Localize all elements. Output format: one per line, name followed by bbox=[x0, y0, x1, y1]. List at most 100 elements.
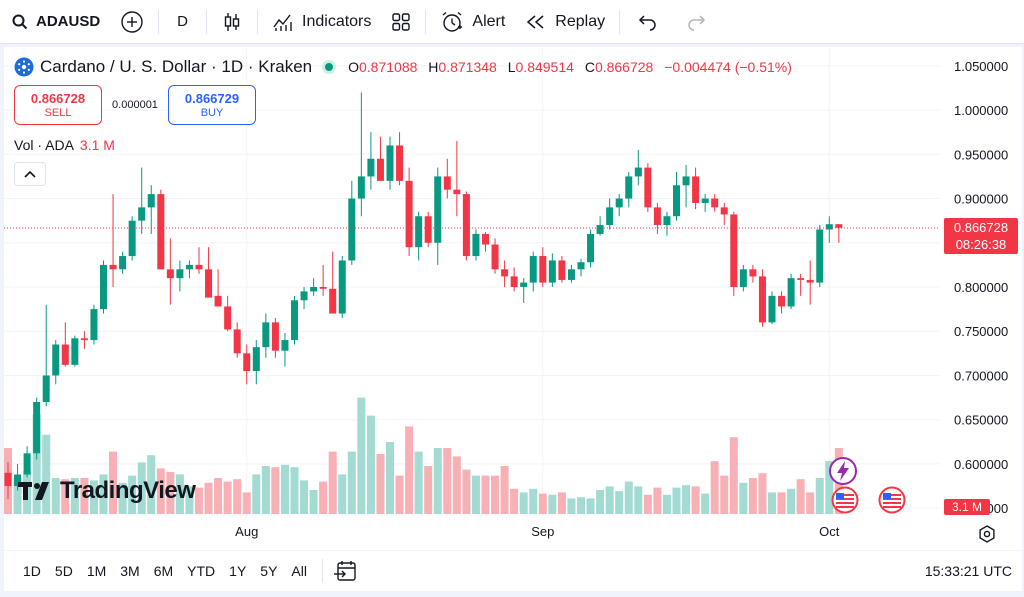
candle-body bbox=[816, 229, 824, 283]
candle-body bbox=[443, 176, 451, 190]
volume-bar bbox=[567, 498, 576, 514]
candle-body bbox=[720, 207, 728, 215]
volume-bar bbox=[405, 426, 414, 514]
volume-bar bbox=[366, 415, 375, 514]
volume-bar bbox=[777, 492, 786, 514]
candle-body bbox=[4, 472, 12, 487]
alert-button[interactable]: Alert bbox=[430, 0, 515, 44]
replay-button[interactable]: Replay bbox=[515, 0, 615, 44]
gear-icon bbox=[979, 525, 995, 543]
candle-body bbox=[797, 278, 805, 280]
range-1d[interactable]: 1D bbox=[23, 563, 41, 579]
sell-button[interactable]: 0.866728 SELL bbox=[14, 85, 102, 125]
layouts-button[interactable] bbox=[381, 0, 421, 44]
undo-icon bbox=[639, 14, 656, 31]
range-ytd[interactable]: YTD bbox=[187, 563, 216, 579]
candle-body bbox=[558, 260, 566, 280]
replay-label: Replay bbox=[555, 12, 606, 30]
plus-circle-icon bbox=[121, 10, 143, 33]
volume-bar bbox=[195, 487, 203, 514]
symbol-label: ADAUSD bbox=[36, 13, 101, 30]
range-5d[interactable]: 5D bbox=[54, 563, 73, 579]
volume-bar bbox=[347, 451, 356, 514]
tradingview-logo-icon bbox=[18, 482, 49, 500]
candle-body bbox=[539, 256, 547, 283]
y-tick-label: 1.050000 bbox=[954, 59, 1008, 74]
ohlc-values: O0.871088 H0.871348 L0.849514 C0.866728 … bbox=[348, 59, 792, 75]
buy-price: 0.866729 bbox=[184, 91, 240, 106]
volume-bar bbox=[615, 491, 624, 514]
volume-axis-label: 3.1 M bbox=[944, 499, 990, 515]
chart-type-button[interactable] bbox=[211, 0, 253, 44]
x-tick-label: Aug bbox=[235, 524, 258, 539]
chart-pane[interactable]: 1.0500001.0000000.9500000.9000000.850000… bbox=[4, 47, 1022, 550]
symbol-search[interactable]: ADAUSD bbox=[12, 0, 110, 44]
us-flag-event-icon[interactable] bbox=[878, 486, 906, 514]
candlestick-chart[interactable]: 1.0500001.0000000.9500000.9000000.850000… bbox=[4, 47, 1022, 550]
candle-body bbox=[100, 264, 107, 310]
undo-button[interactable] bbox=[624, 0, 672, 44]
sell-label: SELL bbox=[44, 107, 72, 119]
volume-bar bbox=[309, 490, 318, 514]
candle-body bbox=[147, 194, 155, 208]
go-to-date-button[interactable] bbox=[333, 560, 357, 582]
chart-settings-button[interactable] bbox=[976, 523, 998, 545]
candle-body bbox=[405, 180, 413, 248]
volume-bar bbox=[51, 478, 60, 514]
candle-body bbox=[329, 288, 337, 314]
range-5y[interactable]: 5Y bbox=[260, 563, 278, 579]
compare-button[interactable] bbox=[110, 0, 154, 44]
logo-text: TradingView bbox=[60, 477, 196, 504]
candle-body bbox=[778, 295, 786, 307]
redo-button[interactable] bbox=[672, 0, 720, 44]
candle-body bbox=[61, 344, 69, 365]
candle-body bbox=[157, 194, 165, 270]
buy-button[interactable]: 0.866729 BUY bbox=[168, 85, 256, 125]
volume-bar bbox=[424, 466, 433, 514]
candle-body bbox=[634, 167, 642, 177]
volume-bar bbox=[500, 466, 509, 514]
candle-body bbox=[214, 295, 222, 307]
range-1y[interactable]: 1Y bbox=[229, 563, 247, 579]
candle-body bbox=[138, 207, 146, 221]
interval-label: D bbox=[177, 13, 189, 30]
candle-body bbox=[625, 176, 633, 199]
candle-body bbox=[205, 269, 213, 298]
indicators-label: Indicators bbox=[302, 12, 372, 30]
last-price-value: 0.866728 bbox=[953, 219, 1009, 235]
indicators-button[interactable]: Indicators bbox=[262, 0, 381, 44]
candle-body bbox=[548, 260, 556, 283]
candle-body bbox=[567, 269, 575, 280]
range-3m[interactable]: 3M bbox=[120, 563, 140, 579]
range-all[interactable]: All bbox=[291, 563, 307, 579]
candle-body bbox=[271, 322, 279, 351]
candle-body bbox=[224, 306, 232, 330]
candle-body bbox=[453, 189, 461, 195]
volume-bar bbox=[748, 478, 757, 514]
interval-button[interactable]: D bbox=[163, 0, 202, 44]
y-tick-label: 0.600000 bbox=[954, 457, 1008, 472]
rewind-icon bbox=[527, 14, 544, 29]
collapse-legend-button[interactable] bbox=[14, 162, 46, 186]
tradingview-watermark: TradingView bbox=[18, 477, 196, 505]
last-price-label: 0.866728 08:26:38 bbox=[944, 217, 1018, 254]
utc-clock[interactable]: 15:33:21 UTC bbox=[924, 563, 1012, 579]
candle-body bbox=[835, 224, 843, 228]
lightning-badge-icon[interactable] bbox=[828, 456, 858, 486]
candle-body bbox=[787, 278, 795, 307]
divider bbox=[425, 9, 427, 34]
us-flag-event-icon[interactable] bbox=[831, 486, 859, 514]
candle-body bbox=[166, 269, 174, 279]
y-tick-label: 1.000000 bbox=[954, 103, 1008, 118]
range-1m[interactable]: 1M bbox=[86, 563, 107, 579]
range-6m[interactable]: 6M bbox=[153, 563, 174, 579]
candle-body bbox=[357, 176, 365, 199]
candle-body bbox=[653, 207, 661, 226]
market-open-indicator bbox=[322, 60, 337, 74]
y-tick-label: 0.800000 bbox=[954, 280, 1008, 295]
volume-bar bbox=[13, 478, 22, 514]
candle-body bbox=[310, 287, 318, 292]
volume-bar bbox=[214, 478, 223, 514]
volume-bar bbox=[481, 475, 490, 514]
volume-bar bbox=[242, 492, 251, 514]
